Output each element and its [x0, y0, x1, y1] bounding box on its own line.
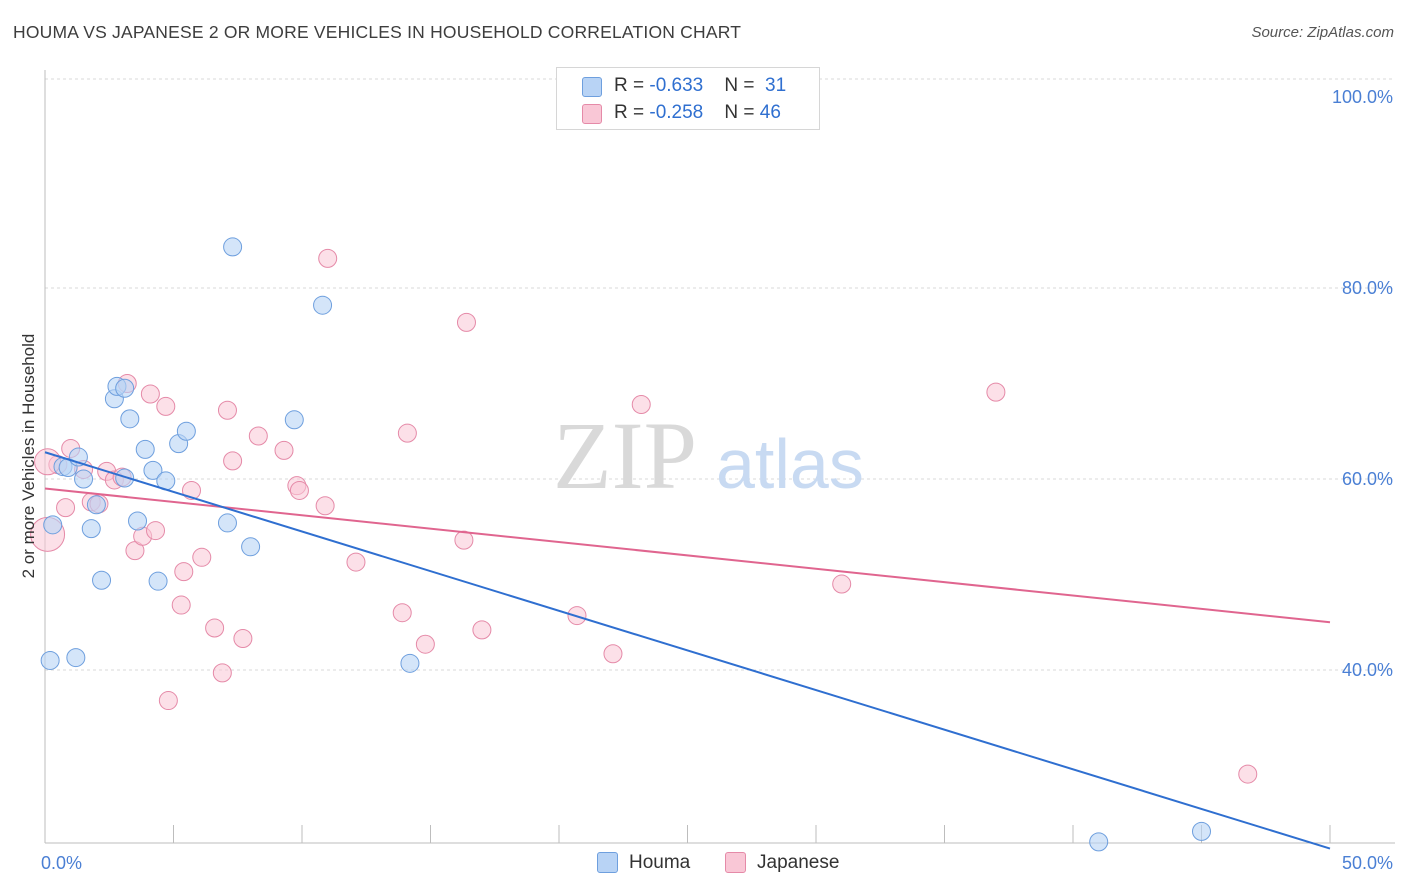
- japanese-point: [171, 595, 191, 615]
- japanese-point: [56, 498, 76, 518]
- houma-point: [86, 495, 106, 515]
- japanese-point: [472, 620, 492, 640]
- japanese-point: [318, 248, 338, 268]
- japanese-trendline: [44, 487, 1331, 624]
- japanese-point: [456, 312, 476, 332]
- legend-japanese-r-value: -0.258: [649, 102, 704, 123]
- japanese-point: [415, 634, 435, 654]
- japanese-point: [181, 480, 201, 500]
- legend-houma-r-label: R =: [614, 75, 650, 96]
- houma-trendline: [44, 451, 1331, 850]
- japanese-point: [346, 552, 366, 572]
- y-axis-label: 2 or more Vehicles in Household: [19, 334, 38, 579]
- japanese-points: [30, 248, 1258, 784]
- japanese-point: [174, 562, 194, 582]
- japanese-point: [146, 521, 166, 541]
- houma-point: [92, 570, 112, 590]
- watermark: ZIP atlas: [553, 402, 864, 509]
- houma-point: [176, 421, 196, 441]
- tick-labels: 40.0% 60.0% 80.0% 100.0% 0.0% 50.0%: [41, 87, 1393, 873]
- japanese-point: [217, 400, 237, 420]
- bottom-japanese-label: Japanese: [757, 852, 840, 873]
- houma-point: [1089, 832, 1109, 852]
- legend-japanese-n-label: N =: [724, 102, 760, 123]
- legend-houma-r-value: -0.633: [649, 75, 704, 96]
- y-tick-label: 40.0%: [1342, 660, 1393, 680]
- legend-japanese-n-value: 46: [759, 102, 781, 123]
- correlation-legend: R = -0.633 N = 31 R = -0.258 N = 46: [556, 67, 820, 130]
- japanese-point: [603, 644, 623, 664]
- houma-point: [400, 653, 420, 673]
- houma-point: [217, 513, 237, 533]
- y-tick-label: 80.0%: [1342, 278, 1393, 298]
- japanese-point: [248, 426, 268, 446]
- houma-swatch: [582, 77, 602, 97]
- houma-point: [148, 571, 168, 591]
- houma-point: [128, 511, 148, 531]
- japanese-point: [140, 384, 160, 404]
- japanese-point: [158, 691, 178, 711]
- bottom-houma-label: Houma: [629, 852, 691, 873]
- houma-point: [313, 295, 333, 315]
- japanese-swatch: [582, 104, 602, 124]
- houma-point: [223, 237, 243, 257]
- bottom-houma-swatch: [597, 852, 618, 873]
- watermark-atlas: atlas: [716, 425, 864, 503]
- x-tick-label: 0.0%: [41, 853, 82, 873]
- legend-japanese-r-label: R =: [614, 102, 650, 123]
- legend-houma-n-label: N =: [724, 75, 760, 96]
- houma-point: [40, 650, 60, 670]
- japanese-point: [289, 480, 309, 500]
- gridlines: [45, 78, 1394, 671]
- japanese-point: [315, 496, 335, 516]
- houma-point: [66, 648, 86, 668]
- japanese-point: [212, 663, 232, 683]
- houma-point: [241, 537, 261, 557]
- x-tick-label: 50.0%: [1342, 853, 1393, 873]
- japanese-point: [454, 530, 474, 550]
- japanese-point: [233, 628, 253, 648]
- trendlines: [44, 451, 1331, 850]
- japanese-point: [397, 423, 417, 443]
- japanese-point: [392, 603, 412, 623]
- houma-point: [74, 469, 94, 489]
- japanese-point: [156, 396, 176, 416]
- japanese-point: [1238, 764, 1258, 784]
- japanese-point: [205, 618, 225, 638]
- houma-point: [135, 439, 155, 459]
- houma-point: [120, 409, 140, 429]
- japanese-point: [223, 451, 243, 471]
- y-tick-label: 60.0%: [1342, 469, 1393, 489]
- japanese-point: [832, 574, 852, 594]
- houma-point: [81, 519, 101, 539]
- japanese-point: [274, 440, 294, 460]
- japanese-point: [986, 382, 1006, 402]
- chart-title: HOUMA VS JAPANESE 2 OR MORE VEHICLES IN …: [13, 22, 742, 42]
- watermark-zip: ZIP: [553, 402, 697, 509]
- houma-point: [1192, 821, 1211, 841]
- houma-point: [115, 468, 135, 488]
- houma-point: [284, 410, 304, 430]
- japanese-point: [192, 547, 212, 567]
- houma-point: [143, 460, 163, 480]
- houma-points: [40, 237, 1211, 852]
- houma-point: [115, 378, 135, 398]
- source-label: Source: ZipAtlas.com: [1251, 24, 1394, 41]
- legend-houma-n-value: 31: [765, 75, 787, 96]
- houma-point: [43, 515, 63, 535]
- y-tick-label: 100.0%: [1332, 87, 1393, 107]
- bottom-japanese-swatch: [725, 852, 746, 873]
- japanese-point: [631, 395, 651, 415]
